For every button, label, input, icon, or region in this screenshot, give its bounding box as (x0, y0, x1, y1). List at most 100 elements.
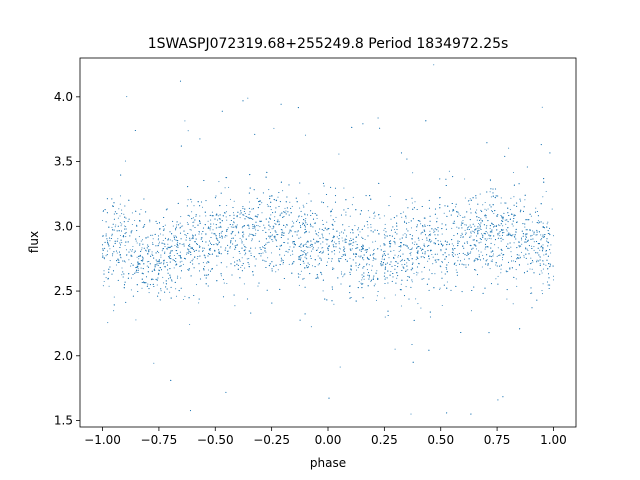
scatter-point (400, 246, 402, 248)
scatter-point (113, 296, 115, 298)
scatter-point (178, 255, 180, 257)
scatter-point (227, 227, 229, 229)
scatter-point (162, 225, 164, 228)
scatter-point (229, 246, 231, 248)
scatter-point (361, 287, 363, 289)
scatter-point (299, 258, 301, 260)
scatter-point (445, 256, 447, 258)
scatter-point (421, 205, 423, 208)
scatter-point (477, 233, 479, 235)
scatter-point (282, 216, 284, 218)
scatter-point (281, 212, 283, 214)
scatter-point (247, 224, 249, 226)
scatter-point (382, 254, 384, 256)
scatter-point (507, 227, 509, 229)
scatter-point (177, 275, 179, 277)
scatter-point (541, 245, 543, 247)
scatter-point (411, 242, 414, 244)
scatter-point (137, 269, 139, 271)
scatter-point (427, 260, 429, 262)
scatter-point (172, 225, 174, 227)
scatter-point (373, 253, 375, 255)
scatter-point (405, 269, 407, 271)
scatter-point (199, 278, 202, 280)
scatter-point (384, 297, 386, 299)
scatter-point (344, 241, 346, 243)
scatter-point (520, 209, 522, 211)
scatter-point (536, 259, 538, 261)
scatter-point (361, 236, 363, 238)
scatter-point (454, 247, 456, 250)
scatter-point (128, 251, 130, 253)
scatter-point (503, 212, 505, 214)
scatter-point (184, 234, 186, 236)
scatter-point (242, 225, 244, 228)
scatter-point (336, 236, 338, 238)
scatter-point (175, 228, 177, 230)
scatter-point (333, 241, 335, 243)
scatter-point (153, 285, 155, 288)
scatter-point (384, 237, 386, 239)
scatter-point (399, 255, 402, 257)
scatter-point (271, 228, 273, 230)
scatter-point (352, 238, 354, 240)
scatter-point (295, 220, 298, 222)
scatter-point (435, 261, 437, 263)
scatter-point (411, 258, 413, 260)
scatter-point (221, 235, 223, 237)
scatter-point (126, 254, 128, 256)
scatter-point (152, 278, 154, 280)
scatter-point (481, 266, 483, 268)
scatter-point (436, 229, 438, 231)
scatter-point (331, 239, 333, 241)
scatter-point (497, 237, 499, 239)
scatter-point (537, 252, 539, 254)
scatter-point (301, 215, 303, 217)
scatter-point (467, 251, 469, 253)
scatter-point (230, 241, 232, 243)
scatter-point (475, 245, 477, 247)
scatter-point (233, 214, 235, 216)
scatter-point (455, 206, 457, 208)
scatter-point (275, 239, 277, 241)
scatter-point (548, 232, 550, 234)
scatter-point (401, 260, 403, 262)
scatter-point (320, 251, 322, 253)
scatter-point (118, 251, 121, 253)
scatter-point (513, 215, 515, 217)
scatter-point (244, 267, 246, 269)
scatter-point (394, 254, 396, 256)
scatter-point (505, 270, 507, 272)
scatter-point (117, 258, 119, 260)
scatter-point (171, 233, 173, 235)
scatter-point (428, 349, 430, 351)
scatter-point (349, 248, 351, 250)
scatter-point (153, 362, 155, 364)
scatter-point (358, 281, 360, 283)
scatter-point (322, 252, 324, 254)
scatter-point (306, 241, 308, 243)
scatter-point (158, 252, 160, 254)
scatter-point (124, 281, 126, 283)
scatter-point (285, 250, 287, 252)
scatter-point (508, 214, 510, 217)
scatter-point (148, 288, 150, 290)
scatter-point (182, 263, 184, 265)
scatter-point (377, 277, 379, 279)
scatter-point (474, 259, 476, 261)
scatter-point (538, 260, 540, 262)
scatter-point (141, 249, 143, 251)
scatter-point (146, 265, 148, 267)
scatter-point (139, 213, 141, 215)
scatter-point (343, 250, 345, 252)
scatter-point (170, 297, 172, 299)
scatter-point (253, 189, 255, 191)
scatter-point (510, 197, 512, 199)
scatter-point (424, 251, 426, 253)
scatter-point (169, 261, 171, 263)
scatter-point (169, 246, 171, 248)
scatter-point (169, 257, 171, 260)
scatter-point (170, 286, 172, 288)
scatter-point (517, 257, 519, 259)
scatter-point (344, 229, 346, 231)
